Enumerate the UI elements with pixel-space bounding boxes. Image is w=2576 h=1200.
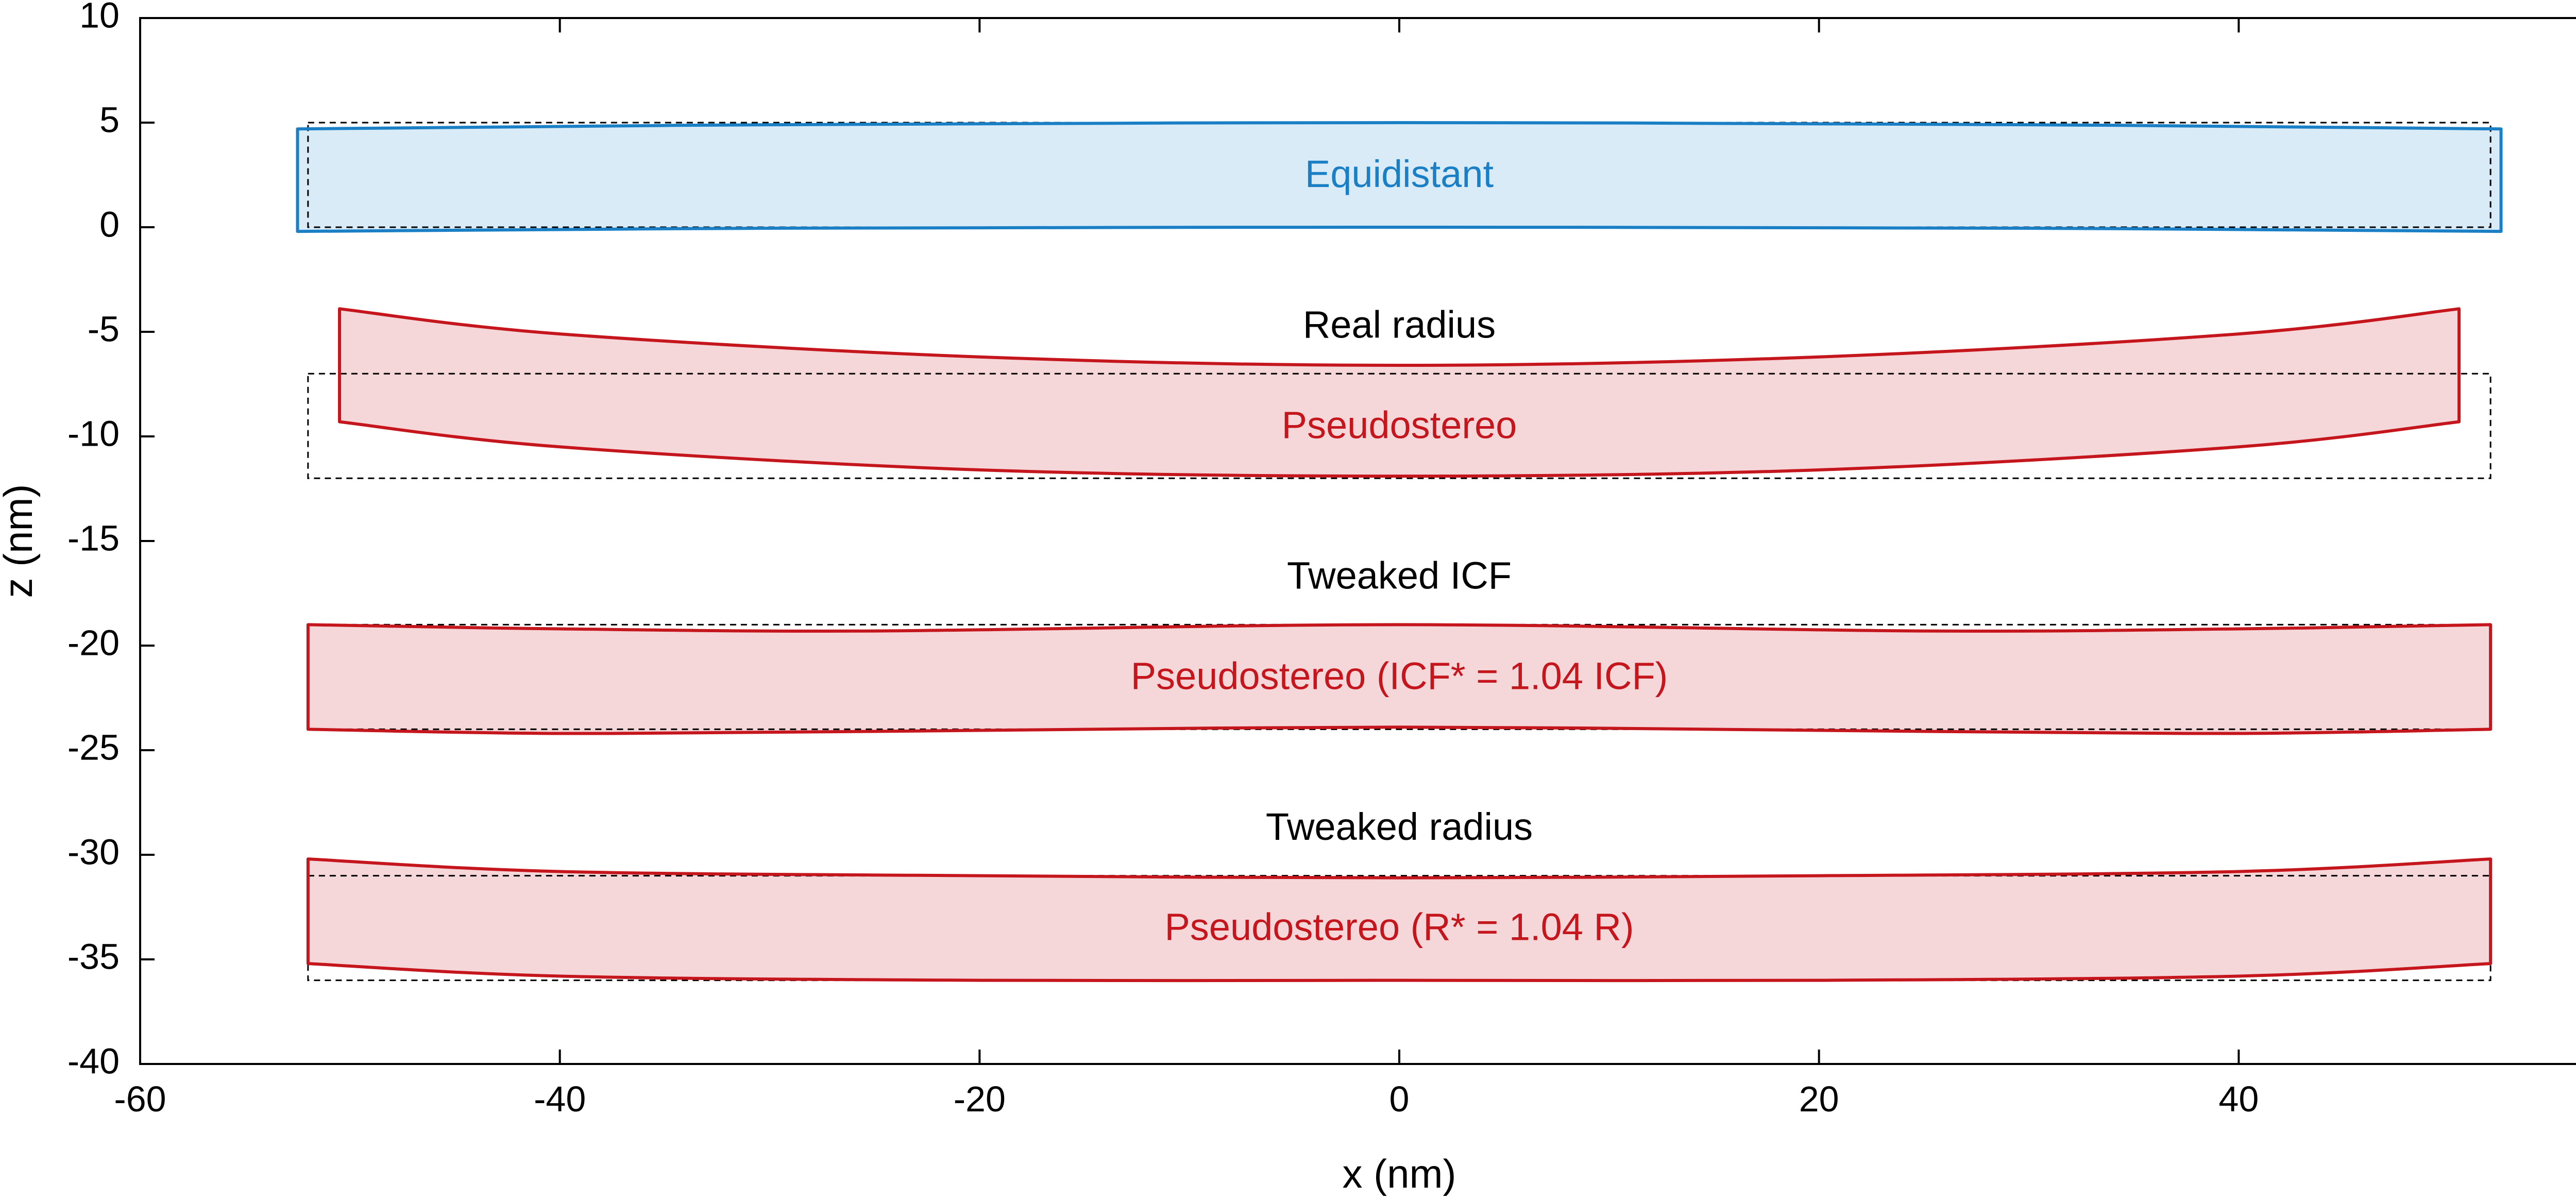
- x-tick-label: 20: [1799, 1079, 1839, 1119]
- y-tick-label: 5: [99, 99, 120, 140]
- series-fill-0: [297, 123, 2501, 232]
- series-label-3: Pseudostereo (R* = 1.04 R): [1164, 906, 1634, 949]
- y-axis-label: z (nm): [0, 484, 41, 598]
- y-tick-label: -30: [67, 832, 120, 872]
- series-outlines: [296, 121, 2503, 983]
- x-axis-label: x (nm): [1343, 1151, 1456, 1196]
- x-tick-label: -20: [954, 1079, 1006, 1119]
- x-tick-label: -40: [534, 1079, 586, 1119]
- x-tick-label: -60: [114, 1079, 166, 1119]
- series-label-2: Pseudostereo (ICF* = 1.04 ICF): [1131, 655, 1668, 698]
- series-outline-0: [296, 121, 2503, 233]
- y-tick-label: 10: [79, 0, 120, 35]
- y-tick-label: -25: [67, 727, 120, 767]
- series-outline-3: [306, 857, 2493, 983]
- x-tick-label: 40: [2218, 1079, 2259, 1119]
- annotation-1: Tweaked ICF: [1287, 554, 1512, 597]
- y-tick-label: -35: [67, 936, 120, 976]
- annotation-0: Real radius: [1303, 303, 1496, 346]
- annotations: Real radius Tweaked ICF Tweaked radius: [1266, 303, 1533, 848]
- series-fill-3: [308, 859, 2491, 981]
- series-fill-1: [340, 309, 2459, 477]
- real-radius-reference: [307, 373, 2492, 479]
- series-outline-1: [338, 307, 2461, 478]
- y-tick-label: -5: [88, 309, 120, 349]
- y-tick-label: -10: [67, 413, 120, 453]
- series-outline-2: [306, 623, 2493, 735]
- x-tick-label: 0: [1389, 1079, 1410, 1119]
- series-fills: [297, 123, 2501, 981]
- axes: -60-40-2002040601050-5-10-15-20-25-30-35…: [67, 0, 2259, 1119]
- series-labels: Equidistant Pseudostereo Pseudostereo (ICF…: [1131, 153, 1668, 949]
- series-label-0: Equidistant: [1305, 153, 1494, 195]
- series-label-1: Pseudostereo: [1282, 403, 1517, 446]
- y-tick-label: 0: [99, 204, 120, 244]
- y-tick-label: -20: [67, 622, 120, 663]
- series-fill-2: [308, 624, 2491, 734]
- annotation-2: Tweaked radius: [1266, 805, 1533, 848]
- y-tick-label: -15: [67, 518, 120, 558]
- y-tick-label: -40: [67, 1041, 120, 1081]
